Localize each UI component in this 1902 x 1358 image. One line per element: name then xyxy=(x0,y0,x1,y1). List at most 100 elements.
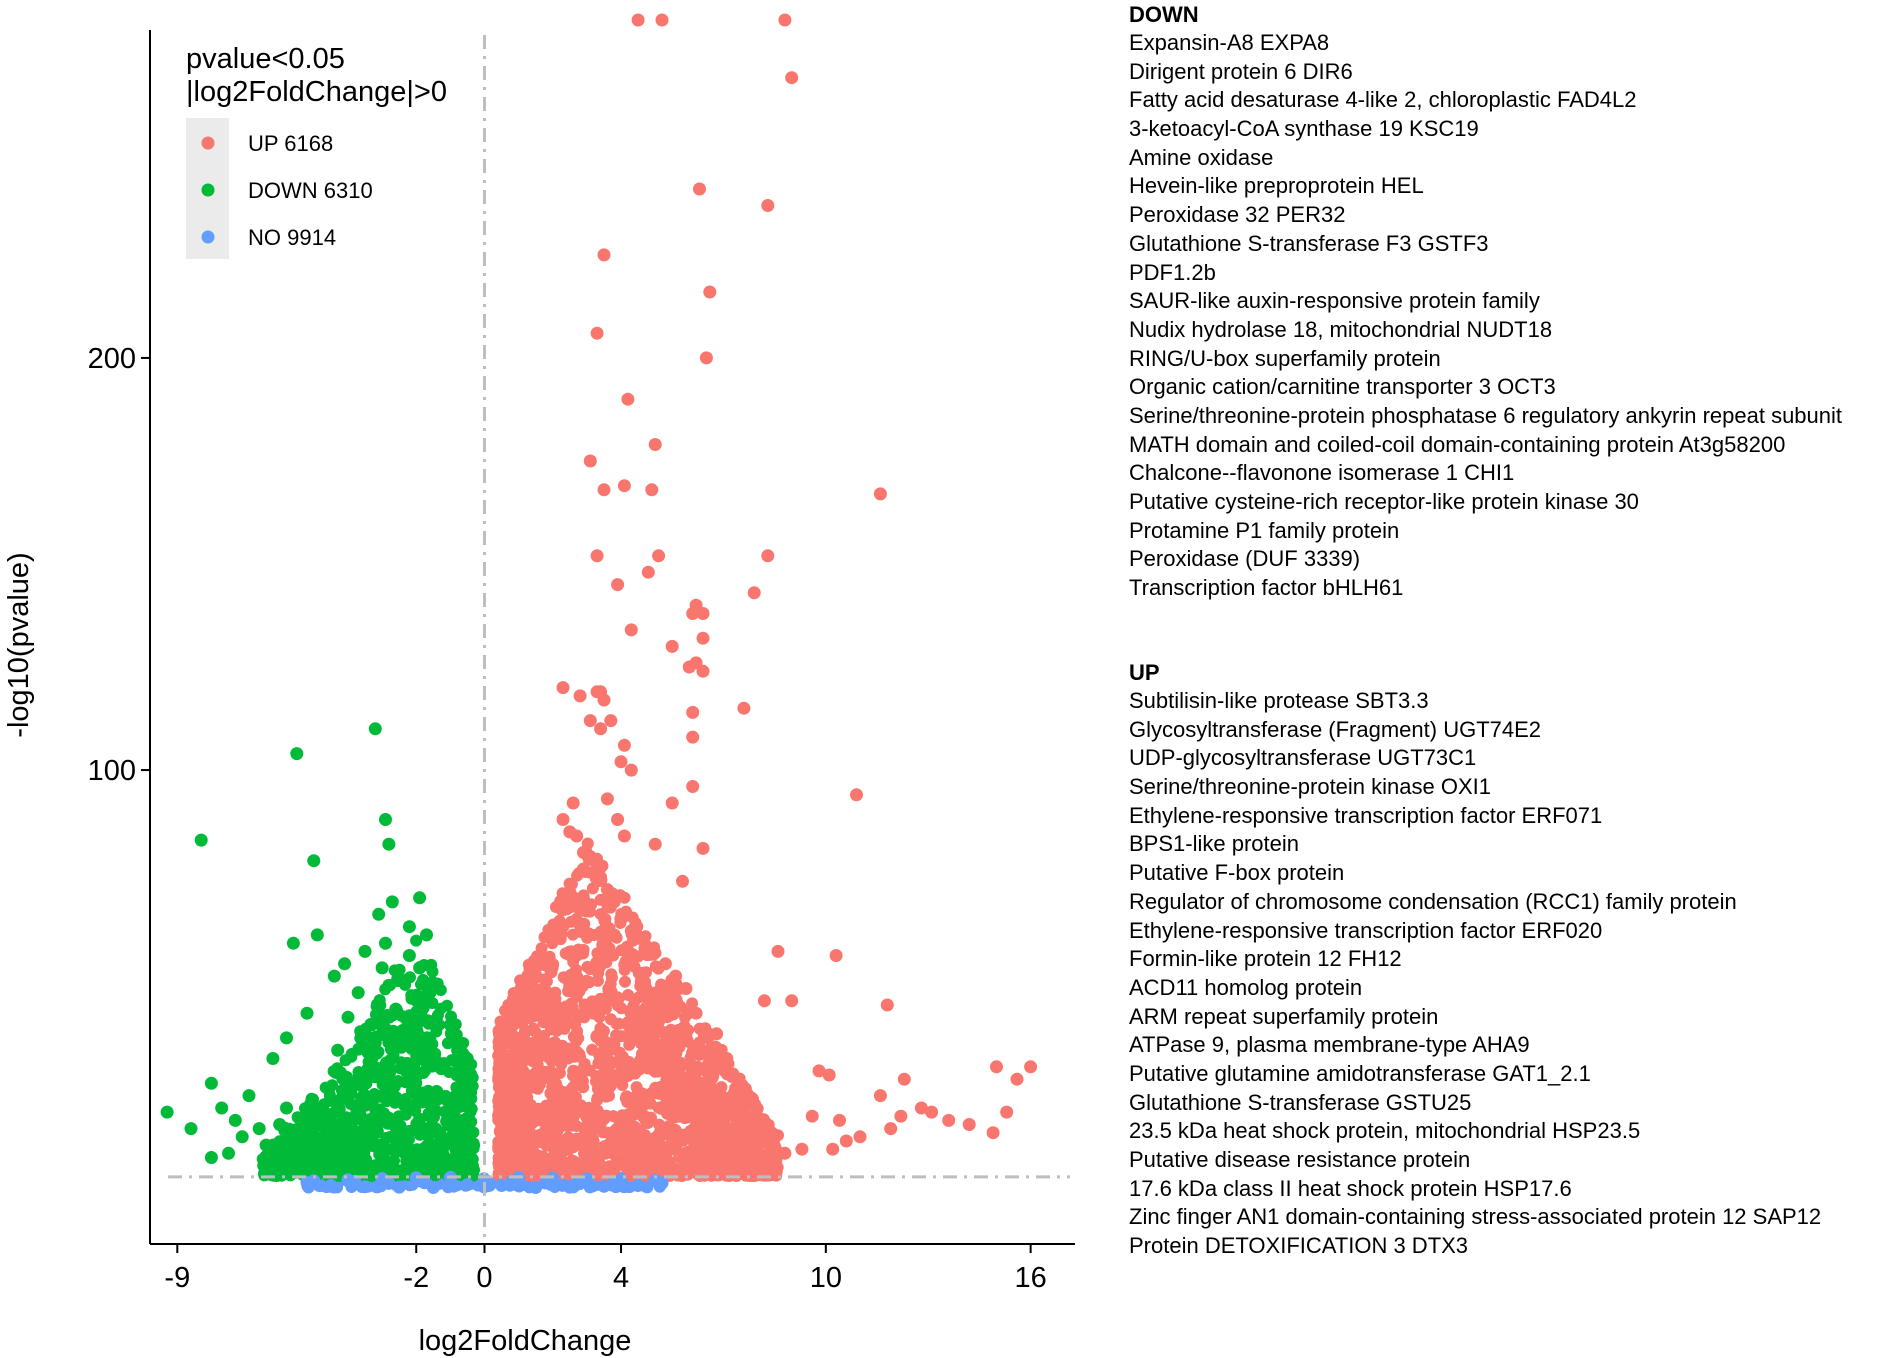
up-point xyxy=(635,932,648,946)
up-point xyxy=(503,1005,516,1018)
down-point xyxy=(423,1039,437,1053)
up-point xyxy=(714,1084,727,1097)
down-point xyxy=(461,1137,474,1150)
gene-item: ATPase 9, plasma membrane-type AHA9 xyxy=(1129,1032,1530,1058)
up-point xyxy=(544,955,557,968)
down-point xyxy=(341,1093,354,1106)
down-point xyxy=(222,1146,235,1160)
up-point xyxy=(676,874,689,888)
down-point xyxy=(411,1005,424,1017)
up-point xyxy=(569,1139,582,1152)
up-point xyxy=(556,813,570,826)
down-point xyxy=(327,1106,340,1119)
up-point xyxy=(699,1080,713,1094)
up-point xyxy=(667,992,680,1005)
down-point xyxy=(215,1101,229,1115)
up-point xyxy=(735,1156,748,1168)
gene-item: Organic cation/carnitine transporter 3 O… xyxy=(1129,374,1556,400)
gene-panel: DOWN Expansin-A8 EXPA8 Dirigent protein 6… xyxy=(1129,0,1899,1358)
up-point xyxy=(812,1064,826,1078)
up-point xyxy=(689,1006,703,1020)
up-point xyxy=(617,479,631,493)
up-point xyxy=(606,1068,619,1081)
no-point xyxy=(563,1180,577,1194)
down-point xyxy=(307,854,321,868)
down-point xyxy=(389,1002,403,1016)
up-point xyxy=(590,326,604,340)
no-point xyxy=(382,1176,396,1190)
up-point xyxy=(884,1122,898,1136)
down-point xyxy=(443,1113,457,1127)
up-point xyxy=(648,837,662,851)
axes: -9 -2 0 4 10 16 100 200 log2FoldChange -log10(pva… xyxy=(3,30,1075,1357)
legend-entry-label: DOWN 6310 xyxy=(248,178,373,203)
down-point xyxy=(280,1132,293,1145)
down-point xyxy=(290,747,304,761)
up-point xyxy=(587,1123,600,1136)
up-point xyxy=(660,1047,673,1060)
up-point xyxy=(577,1065,590,1078)
up-point xyxy=(573,689,587,703)
down-point xyxy=(390,1116,403,1129)
up-point xyxy=(507,987,520,1000)
up-point xyxy=(680,1146,692,1159)
down-point xyxy=(252,1122,266,1136)
down-point xyxy=(426,975,439,988)
up-point xyxy=(544,1134,557,1147)
up-point xyxy=(600,792,614,806)
up-point xyxy=(652,994,666,1008)
down-point xyxy=(371,1061,384,1074)
up-point xyxy=(723,1155,736,1168)
down-point xyxy=(387,1048,400,1061)
no-point xyxy=(631,1179,645,1192)
up-group-title: UP xyxy=(1129,660,1160,685)
up-point xyxy=(557,1088,570,1101)
down-point xyxy=(392,1027,406,1041)
up-point xyxy=(597,935,610,948)
up-point xyxy=(748,1170,761,1182)
up-point xyxy=(737,701,751,715)
up-point xyxy=(631,1059,644,1072)
up-point xyxy=(708,1061,721,1074)
down-point xyxy=(421,1014,434,1027)
down-point xyxy=(280,1101,293,1115)
up-point xyxy=(785,71,799,85)
up-point xyxy=(581,960,594,973)
up-point xyxy=(564,901,577,913)
up-point xyxy=(598,1061,611,1073)
down-point xyxy=(460,1111,473,1124)
down-point xyxy=(397,1146,410,1159)
up-point xyxy=(694,1149,707,1162)
up-point xyxy=(639,966,652,979)
down-point xyxy=(341,1010,355,1024)
up-point xyxy=(508,1160,521,1173)
gene-item: MATH domain and coiled-coil domain-conta… xyxy=(1129,431,1786,457)
down-point xyxy=(413,891,427,905)
down-point xyxy=(329,1150,342,1163)
up-point xyxy=(746,1120,759,1133)
down-point xyxy=(310,928,324,942)
up-point xyxy=(537,1112,550,1125)
up-point xyxy=(621,392,635,406)
up-point xyxy=(686,705,700,719)
down-point xyxy=(228,1113,242,1127)
legend-key-dot xyxy=(201,136,215,150)
up-point xyxy=(622,989,635,1001)
up-point xyxy=(568,1155,581,1168)
gene-item: Hevein-like preproprotein HEL xyxy=(1129,173,1424,199)
up-point xyxy=(600,883,614,897)
no-point xyxy=(495,1179,509,1192)
up-point xyxy=(499,1125,512,1138)
down-point xyxy=(410,934,423,947)
gene-item: Glutathione S-transferase GSTU25 xyxy=(1129,1089,1472,1115)
up-point xyxy=(613,1017,626,1030)
gene-item: Amine oxidase xyxy=(1129,144,1274,170)
down-point xyxy=(427,1141,440,1153)
up-point xyxy=(517,1030,530,1043)
down-point xyxy=(432,1162,445,1175)
up-point xyxy=(616,1075,629,1087)
up-point xyxy=(565,997,578,1010)
gene-item: RING/U-box superfamily protein xyxy=(1129,345,1441,371)
y-tick-label: 200 xyxy=(88,343,136,375)
point-density-layer xyxy=(256,837,784,1194)
